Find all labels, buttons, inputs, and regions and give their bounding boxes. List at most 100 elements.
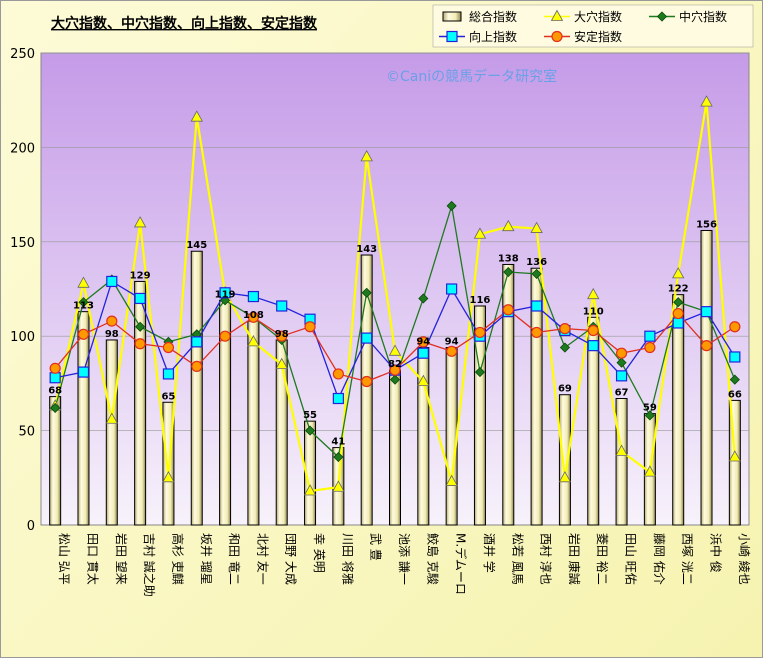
legend-label: 向上指数 — [469, 29, 517, 44]
bar — [247, 320, 260, 526]
point-marker — [700, 306, 713, 318]
point-marker — [332, 392, 344, 405]
legend-item: 総合指数 — [442, 9, 517, 24]
point-marker — [361, 287, 372, 298]
point-marker — [551, 30, 563, 43]
point-marker — [105, 412, 118, 424]
data-label: 122 — [668, 284, 689, 295]
data-label: 116 — [470, 295, 491, 306]
data-label: 94 — [416, 337, 430, 348]
x-tick-label: 酒井 学 — [482, 533, 497, 573]
y-tick-label: 50 — [18, 425, 35, 440]
point-marker — [247, 335, 260, 347]
x-tick-label: 鮫島 克駿 — [425, 533, 440, 585]
x-tick-label: 菱田 裕二 — [595, 533, 610, 585]
point-marker — [276, 300, 288, 312]
x-tick-label: 高杉 吏麒 — [170, 533, 185, 585]
point-marker — [360, 150, 373, 162]
point-marker — [50, 402, 61, 414]
point-marker — [672, 307, 684, 320]
watermark: ©Caniの競馬データ研究室 — [386, 68, 557, 85]
bar — [49, 396, 62, 526]
x-tick-label: 幸 英明 — [312, 533, 326, 573]
point-marker — [502, 304, 514, 316]
bar — [558, 394, 571, 526]
point-marker — [191, 360, 203, 373]
point-marker — [332, 368, 344, 380]
data-label: 94 — [445, 337, 459, 348]
data-label: 69 — [558, 384, 572, 395]
point-marker — [503, 266, 514, 278]
point-marker — [530, 326, 543, 339]
point-marker — [135, 321, 146, 332]
point-marker — [672, 267, 685, 279]
data-labels: 68 113 98 129 65 145 119 108 98 55 41 143 82 94 94 116 1… — [48, 219, 742, 447]
y-tick-label: 150 — [10, 236, 35, 251]
point-marker — [729, 321, 741, 333]
point-marker — [502, 219, 515, 232]
point-marker — [77, 366, 90, 378]
bar — [389, 369, 401, 526]
data-label: 129 — [130, 270, 151, 281]
bar — [77, 311, 90, 526]
point-marker — [219, 287, 231, 299]
bar — [105, 339, 118, 526]
x-tick-label: 吉村 誠之助 — [142, 533, 156, 597]
x-tick-label: 坂井 瑠星 — [199, 533, 213, 585]
point-marker — [389, 364, 401, 376]
x-tick-label: 和田 竜二 — [227, 533, 241, 585]
point-marker — [700, 340, 713, 352]
point-marker — [162, 368, 175, 380]
point-marker — [162, 341, 175, 354]
x-tick-label: 岩田 望来 — [114, 533, 129, 585]
data-label: 145 — [186, 240, 207, 251]
point-marker — [133, 216, 147, 228]
point-marker — [615, 347, 628, 359]
data-label: 108 — [243, 310, 264, 321]
x-tick-label: 池添 謙一 — [397, 533, 411, 585]
point-marker — [361, 375, 373, 388]
point-marker — [134, 292, 146, 305]
point-marker — [418, 293, 429, 304]
y-tick-label: 250 — [10, 47, 35, 62]
legend-item: 安定指数 — [544, 29, 622, 44]
point-marker — [276, 330, 288, 342]
legend-swatch — [442, 11, 462, 22]
point-marker — [417, 374, 430, 386]
x-tick-label: 岩田 康誠 — [567, 533, 582, 585]
bar — [502, 263, 515, 526]
point-marker — [559, 323, 571, 335]
legend-label: 中穴指数 — [679, 9, 727, 24]
point-marker — [587, 340, 599, 352]
point-marker — [530, 221, 543, 233]
point-marker — [615, 370, 628, 382]
point-marker — [446, 345, 458, 357]
x-tick-label: M.デムーロ — [454, 533, 469, 595]
point-marker — [446, 283, 458, 295]
data-label: 41 — [331, 437, 345, 448]
bar — [445, 347, 458, 526]
bar — [615, 398, 628, 526]
point-marker — [162, 470, 175, 483]
data-label: 113 — [73, 301, 94, 312]
point-marker — [729, 374, 740, 385]
point-marker — [474, 367, 486, 378]
point-marker — [643, 465, 657, 477]
point-marker — [530, 300, 543, 312]
x-tick-label: 浜中 俊 — [709, 533, 724, 573]
data-label: 82 — [388, 359, 402, 370]
point-marker — [616, 357, 627, 368]
data-label: 59 — [643, 403, 657, 414]
point-marker — [106, 315, 118, 327]
point-marker — [304, 321, 316, 333]
data-label: 138 — [498, 253, 519, 264]
point-marker — [303, 484, 317, 496]
x-tick-label: 松若 風馬 — [510, 533, 524, 585]
point-marker — [134, 338, 146, 350]
point-marker — [644, 410, 655, 421]
point-marker — [49, 362, 61, 374]
point-marker — [550, 9, 564, 21]
